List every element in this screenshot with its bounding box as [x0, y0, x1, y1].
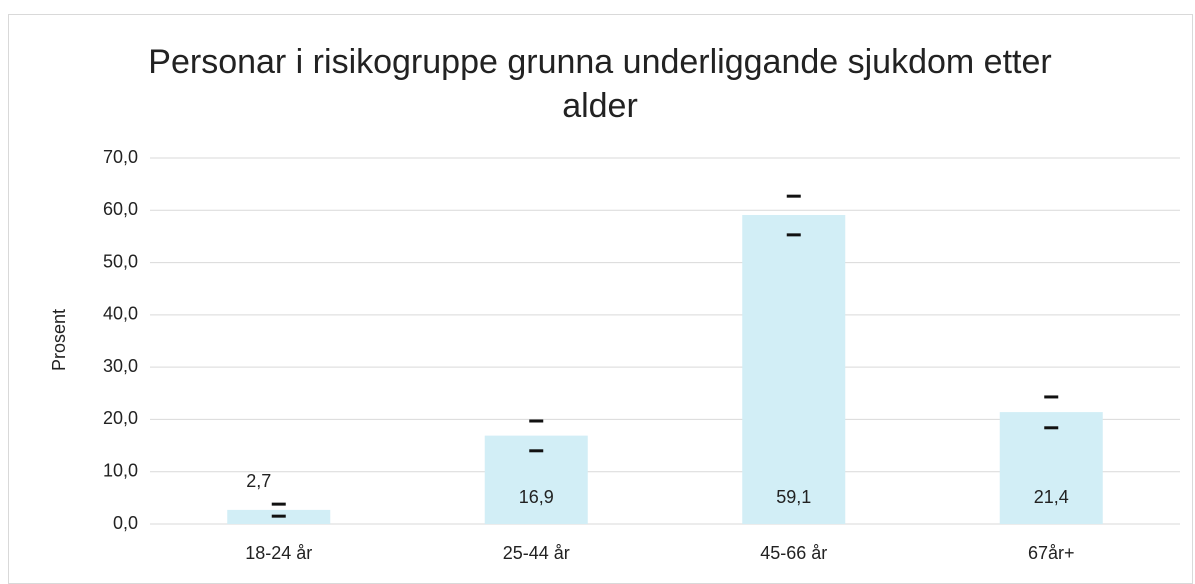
y-tick-label: 60,0 [103, 199, 138, 219]
data-label: 21,4 [1034, 487, 1069, 507]
x-tick-label: 25-44 år [503, 543, 570, 563]
chart-title: Personar i risikogruppe grunna underligg… [148, 43, 1052, 125]
data-label: 16,9 [519, 487, 554, 507]
y-axis-label: Prosent [49, 309, 69, 371]
y-tick-label: 0,0 [113, 513, 138, 533]
data-label: 59,1 [776, 487, 811, 507]
x-tick-label: 67år+ [1028, 543, 1075, 563]
x-tick-label: 45-66 år [760, 543, 827, 563]
data-label: 2,7 [246, 471, 271, 491]
x-tick-label: 18-24 år [245, 543, 312, 563]
y-tick-label: 20,0 [103, 408, 138, 428]
bar [484, 435, 588, 524]
y-tick-label: 10,0 [103, 460, 138, 480]
y-tick-label: 70,0 [103, 147, 138, 167]
bar [742, 214, 846, 524]
y-tick-label: 30,0 [103, 356, 138, 376]
bar [999, 412, 1103, 524]
y-tick-label: 40,0 [103, 304, 138, 324]
y-tick-label: 50,0 [103, 251, 138, 271]
